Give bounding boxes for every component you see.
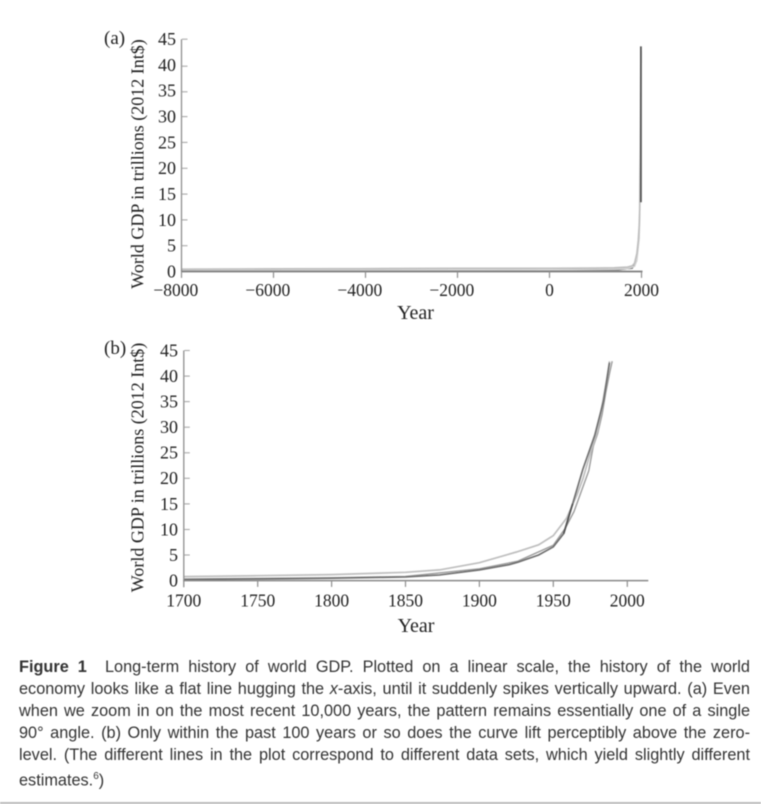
svg-text:40: 40: [158, 55, 176, 75]
svg-text:World GDP in trillions (2012 I: World GDP in trillions (2012 Int$): [128, 39, 149, 288]
svg-text:10: 10: [160, 519, 178, 539]
svg-text:(a): (a): [104, 28, 125, 49]
svg-text:0: 0: [545, 280, 554, 300]
svg-text:−2000: −2000: [429, 280, 474, 300]
svg-text:30: 30: [160, 417, 178, 437]
svg-text:20: 20: [158, 158, 176, 178]
svg-text:10: 10: [158, 210, 176, 230]
svg-text:−8000: −8000: [153, 280, 198, 300]
svg-text:1750: 1750: [240, 591, 275, 611]
svg-text:40: 40: [160, 366, 178, 386]
svg-text:Year: Year: [398, 615, 435, 637]
svg-text:15: 15: [160, 494, 178, 514]
svg-text:(b): (b): [104, 338, 126, 359]
svg-text:30: 30: [158, 107, 176, 127]
svg-text:0: 0: [169, 571, 178, 591]
svg-text:5: 5: [167, 236, 176, 256]
svg-text:−4000: −4000: [337, 280, 382, 300]
svg-text:15: 15: [158, 184, 176, 204]
svg-text:45: 45: [160, 340, 178, 360]
svg-text:1850: 1850: [388, 591, 423, 611]
svg-text:Year: Year: [397, 302, 434, 324]
svg-text:0: 0: [167, 261, 176, 281]
svg-text:20: 20: [160, 468, 178, 488]
svg-text:1800: 1800: [314, 591, 349, 611]
svg-text:2000: 2000: [610, 591, 645, 611]
svg-text:25: 25: [160, 443, 178, 463]
svg-text:World GDP in trillions (2012 I: World GDP in trillions (2012 Int$): [128, 343, 149, 592]
svg-text:5: 5: [169, 545, 178, 565]
svg-text:1950: 1950: [536, 591, 571, 611]
svg-text:−6000: −6000: [245, 280, 290, 300]
svg-text:1900: 1900: [462, 591, 497, 611]
svg-text:2000: 2000: [624, 280, 659, 300]
svg-text:45: 45: [158, 29, 176, 49]
svg-text:25: 25: [158, 132, 176, 152]
svg-text:35: 35: [158, 81, 176, 101]
svg-text:35: 35: [160, 392, 178, 412]
svg-text:1700: 1700: [166, 591, 201, 611]
